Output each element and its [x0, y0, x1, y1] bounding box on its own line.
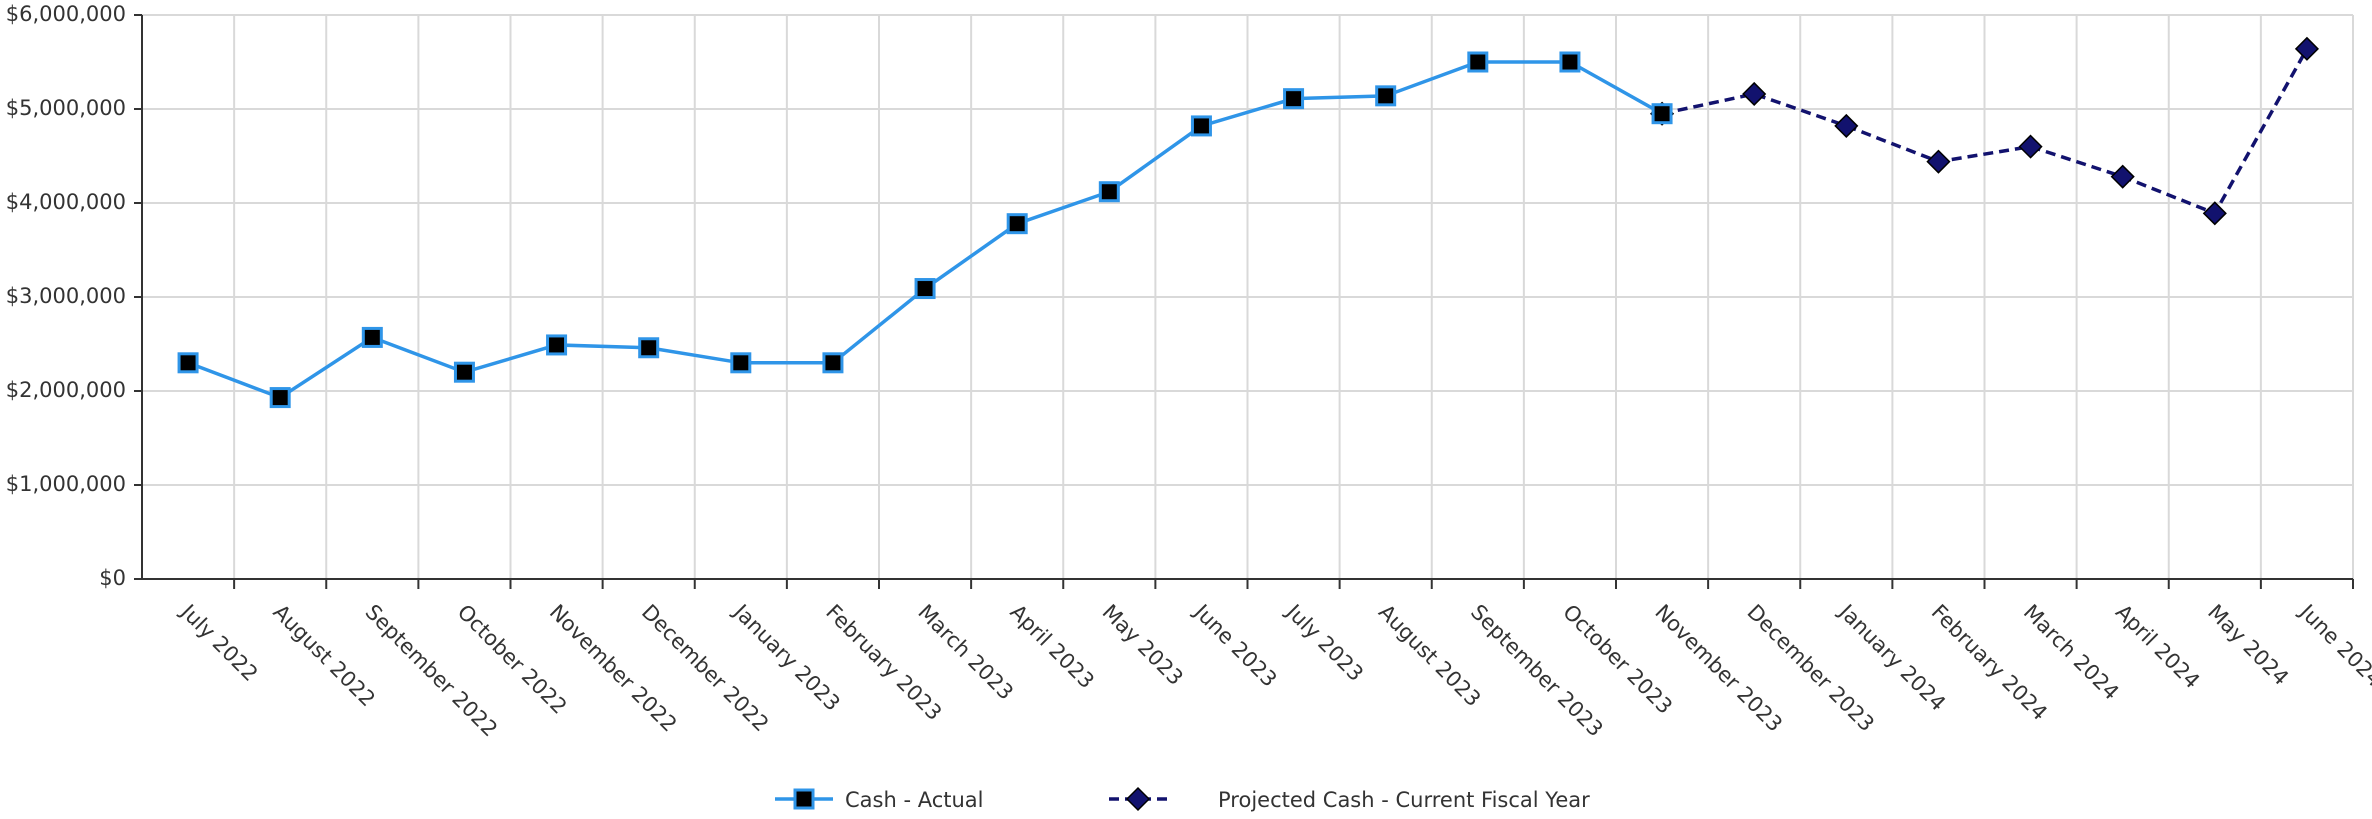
data-point	[1834, 113, 1859, 138]
data-point	[1651, 103, 1673, 125]
data-point	[1283, 88, 1305, 110]
data-point	[1190, 115, 1212, 137]
data-point	[730, 352, 752, 374]
data-point	[1006, 213, 1028, 235]
x-tick-label: June 2024	[2294, 598, 2372, 691]
y-tick-label: $2,000,000	[6, 378, 126, 402]
x-tick-label: April 2023	[1005, 600, 1098, 693]
series-line	[1661, 47, 2309, 216]
legend-label: Cash - Actual	[845, 788, 984, 812]
data-point	[1467, 51, 1489, 73]
data-point	[1742, 81, 1767, 107]
data-point	[1098, 181, 1120, 203]
x-tick-label: June 2023	[1188, 598, 1281, 691]
x-tick-label: March 2023	[913, 600, 1018, 705]
data-point	[361, 326, 383, 348]
legend-label: Projected Cash - Current Fiscal Year	[1218, 788, 1590, 812]
x-tick-label: May 2023	[1098, 600, 1188, 690]
data-point	[2294, 36, 2320, 61]
y-tick-label: $0	[99, 566, 126, 590]
y-tick-label: $6,000,000	[6, 2, 126, 26]
data-point	[177, 352, 199, 374]
data-point	[2202, 201, 2227, 226]
data-point	[546, 334, 568, 356]
data-point	[1926, 149, 1951, 174]
y-tick-label: $4,000,000	[6, 190, 126, 214]
x-tick-label: March 2024	[2019, 600, 2124, 705]
data-point	[638, 337, 660, 359]
data-point	[453, 361, 475, 383]
data-point	[822, 352, 844, 374]
legend-marker	[793, 788, 815, 810]
y-tick-label: $1,000,000	[6, 472, 126, 496]
data-point	[1375, 85, 1397, 107]
legend-marker	[1125, 786, 1151, 812]
data-point	[2110, 164, 2135, 189]
x-tick-label: July 2023	[1280, 598, 1368, 686]
data-point	[1559, 51, 1581, 73]
series-line	[187, 60, 1663, 400]
x-tick-label: May 2024	[2203, 600, 2293, 690]
data-point	[2018, 134, 2043, 159]
data-point	[269, 387, 291, 409]
y-tick-label: $5,000,000	[6, 96, 126, 120]
y-tick-label: $3,000,000	[6, 284, 126, 308]
data-point	[914, 278, 936, 300]
x-tick-label: July 2022	[175, 598, 263, 686]
x-tick-label: April 2024	[2111, 600, 2204, 693]
